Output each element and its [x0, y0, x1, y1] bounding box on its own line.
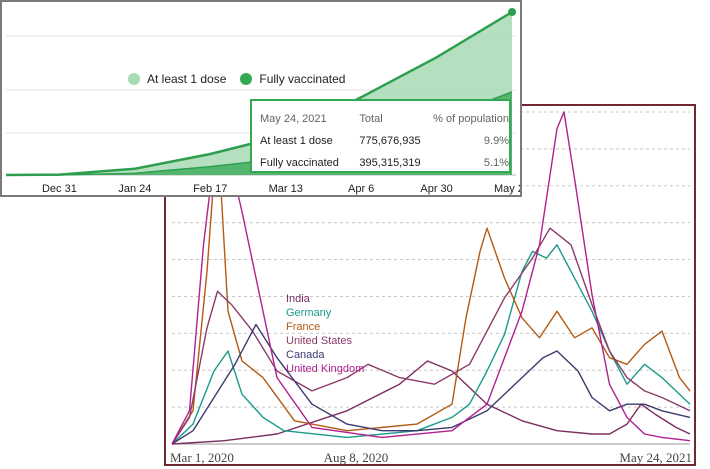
tooltip-row-label: Fully vaccinated	[260, 157, 339, 169]
vaccination-panel: Dec 31 Jan 24 Feb 17 Mar 13 Apr 6 Apr 30 May 2…	[0, 0, 522, 197]
tooltip-row-label: At least 1 dose	[260, 135, 333, 147]
tooltip-row: At least 1 dose 775,676,935 9.9%	[260, 130, 509, 152]
tooltip-table: May 24, 2021 Total % of population At le…	[260, 108, 509, 174]
legend-dot-light-icon	[128, 73, 140, 85]
x-tick-label: May 24	[494, 183, 520, 195]
endpoint-marker	[508, 8, 516, 16]
tooltip-date: May 24, 2021	[260, 113, 327, 125]
x-tick-label: Mar 1, 2020	[170, 450, 234, 464]
series-legend: India Germany France United States Canad…	[286, 292, 364, 376]
legend-united-kingdom: United Kingdom	[286, 363, 365, 375]
x-tick-label: Mar 13	[269, 183, 303, 195]
legend-canada: Canada	[286, 349, 325, 361]
x-tick-label: Apr 6	[348, 183, 374, 195]
tooltip-row-pct: 5.1%	[483, 157, 509, 169]
legend-fully-vaccinated[interactable]: Fully vaccinated	[240, 72, 345, 86]
x-tick-label: Feb 17	[193, 183, 227, 195]
series-line-india	[171, 360, 691, 445]
legend-fully-vaccinated-label: Fully vaccinated	[259, 72, 346, 86]
legend-germany: Germany	[286, 307, 332, 319]
legend-india: India	[286, 293, 310, 305]
tooltip-row-total: 775,676,935	[359, 135, 421, 147]
tooltip-row-total: 395,315,319	[359, 157, 421, 169]
x-tick-label: Apr 30	[420, 183, 452, 195]
tooltip-header-row: May 24, 2021 Total % of population	[260, 108, 509, 130]
vaccination-legend: At least 1 dose Fully vaccinated	[128, 72, 359, 86]
tooltip-col-pct: % of population	[433, 113, 509, 125]
line-at-least-one-dose	[5, 10, 513, 177]
series-line-united-states	[171, 227, 691, 445]
series-line-canada	[171, 323, 691, 445]
tooltip-row: Fully vaccinated 395,315,319 5.1%	[260, 152, 509, 174]
x-tick-label: Aug 8, 2020	[324, 450, 389, 464]
x-tick-label: May 24, 2021	[619, 450, 692, 464]
x-tick-label: Jan 24	[118, 183, 151, 195]
legend-united-states: United States	[286, 335, 353, 347]
series-line-germany	[171, 244, 691, 445]
legend-france: France	[286, 321, 321, 333]
legend-at-least-one-dose-label: At least 1 dose	[147, 72, 227, 86]
legend-at-least-one-dose[interactable]: At least 1 dose	[128, 72, 226, 86]
legend-dot-dark-icon	[240, 73, 253, 85]
series-line-france	[171, 127, 691, 445]
tooltip-col-total: Total	[359, 113, 383, 125]
tooltip-row-pct: 9.9%	[483, 135, 509, 147]
vaccination-tooltip: May 24, 2021 Total % of population At le…	[250, 99, 511, 173]
x-tick-label: Dec 31	[42, 183, 77, 195]
